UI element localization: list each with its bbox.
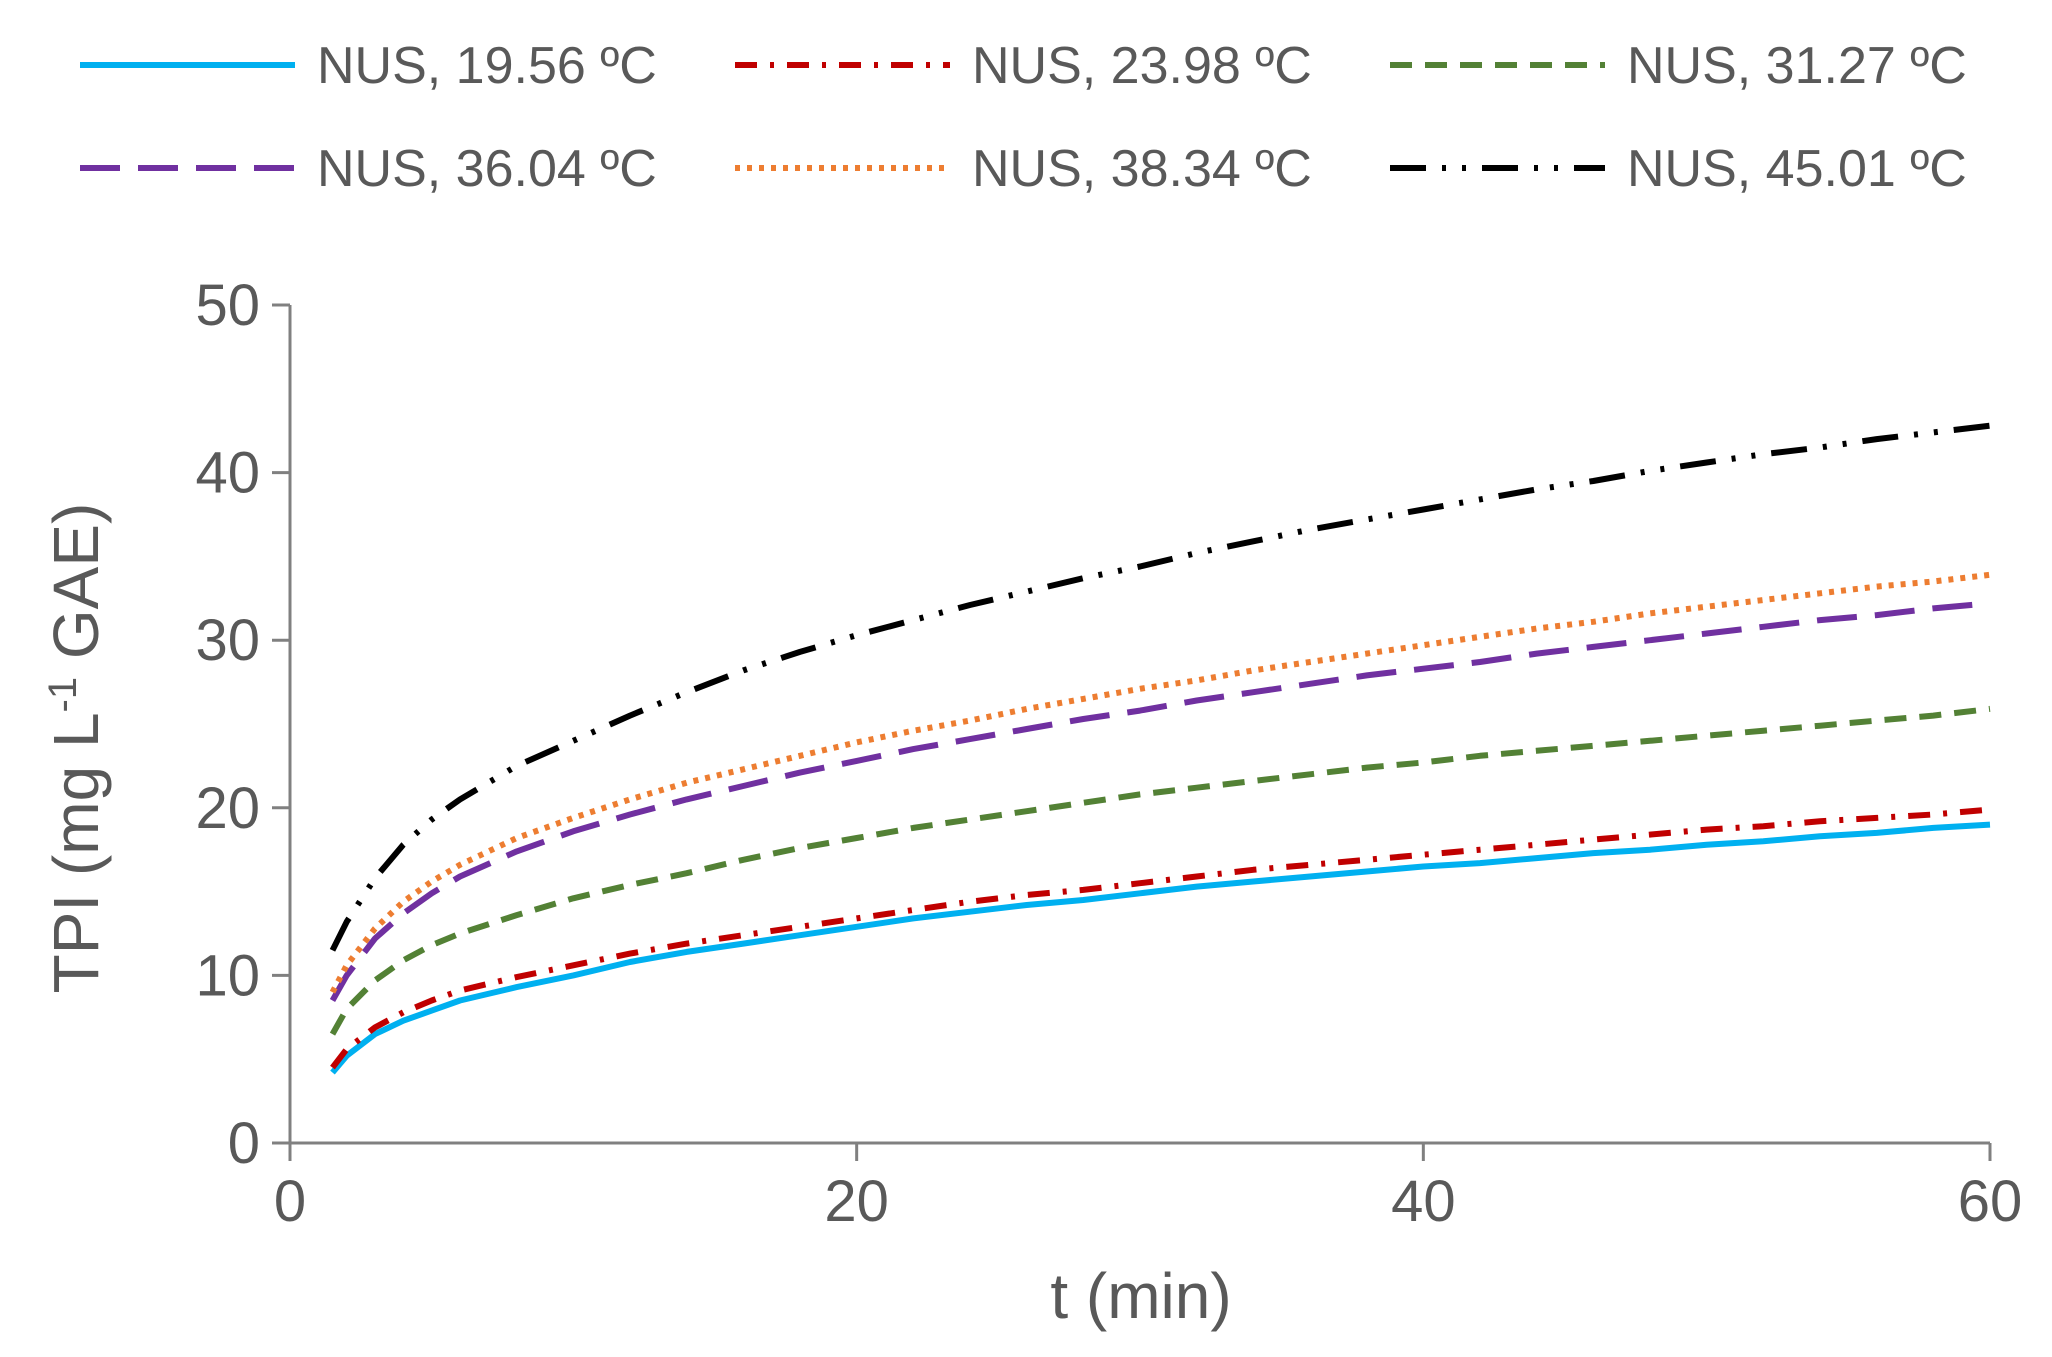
x-tick-label: 40 bbox=[1391, 1169, 1456, 1234]
y-tick-label: 50 bbox=[195, 273, 260, 338]
x-tick-label: 20 bbox=[824, 1169, 889, 1234]
x-axis-title: t (min) bbox=[1050, 1260, 1231, 1332]
series-line-2 bbox=[330, 806, 1991, 1070]
legend-label-1: NUS, 19.56 ºC bbox=[317, 37, 657, 95]
y-tick-label: 0 bbox=[228, 1111, 260, 1176]
series-line-6 bbox=[329, 422, 1991, 952]
y-tick-label: 30 bbox=[195, 608, 260, 673]
y-tick-label: 10 bbox=[195, 943, 260, 1008]
legend: NUS, 19.56 ºC NUS, 23.98 ºC NUS, 31.27 ºC N… bbox=[80, 37, 1967, 198]
legend-label-6: NUS, 45.01 ºC bbox=[1627, 140, 1967, 198]
y-axis-title-suffix: GAE) bbox=[40, 503, 112, 677]
legend-label-5: NUS, 38.34 ºC bbox=[972, 140, 1312, 198]
x-tick-label: 60 bbox=[1958, 1169, 2023, 1234]
y-axis-title: TPI (mg L-1 GAE) bbox=[40, 503, 112, 994]
legend-label-3: NUS, 31.27 ºC bbox=[1627, 37, 1967, 95]
y-tick-label: 20 bbox=[195, 776, 260, 841]
series-line-5 bbox=[329, 571, 1991, 994]
legend-label-2: NUS, 23.98 ºC bbox=[972, 37, 1312, 95]
y-tick-label: 40 bbox=[195, 441, 260, 506]
series-line-4 bbox=[329, 600, 1991, 1002]
x-tick-label: 0 bbox=[274, 1169, 306, 1234]
legend-label-4: NUS, 36.04 ºC bbox=[317, 140, 657, 198]
y-axis-title-main: TPI (mg L bbox=[40, 712, 112, 993]
axes: 0 10 20 30 40 50 0 20 40 60 bbox=[195, 273, 2022, 1234]
series-line-3 bbox=[329, 705, 1991, 1036]
y-axis-title-superscript: -1 bbox=[41, 677, 85, 713]
series-layer bbox=[329, 422, 1991, 1075]
series-line-1 bbox=[330, 821, 1991, 1075]
